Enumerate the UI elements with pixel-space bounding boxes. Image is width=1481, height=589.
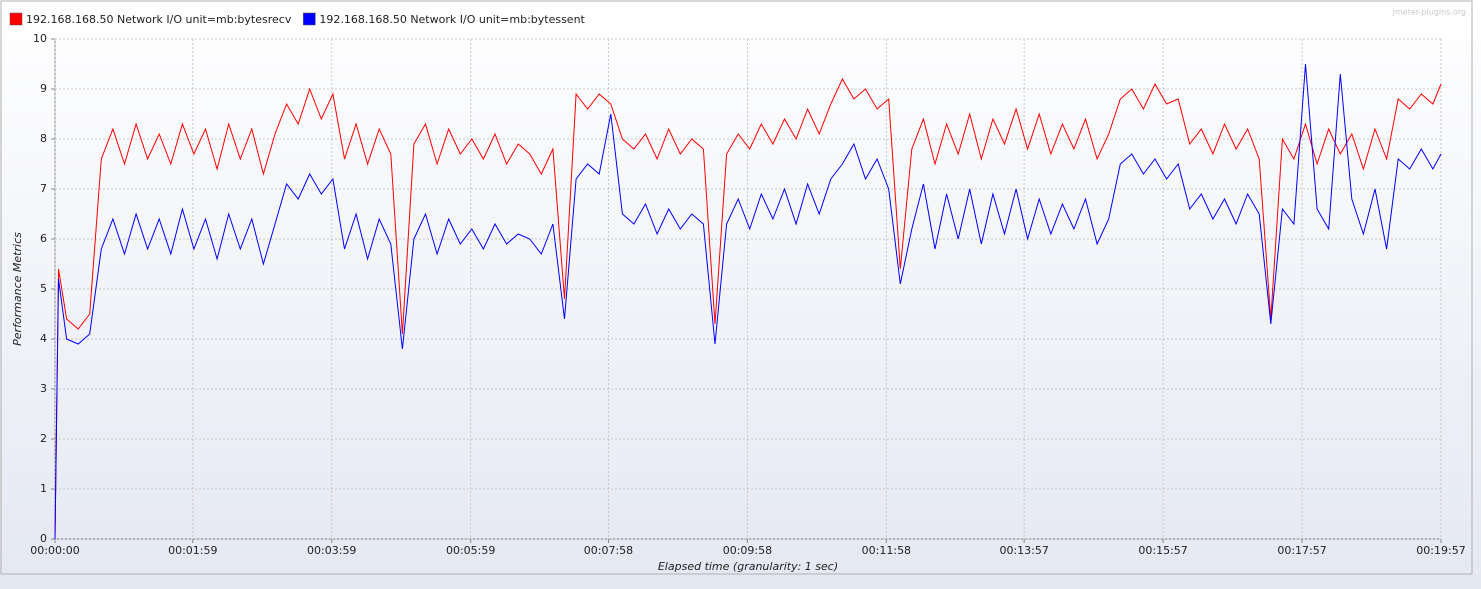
legend-label: 192.168.168.50 Network I/O unit=mb:bytes… bbox=[26, 13, 292, 26]
y-tick-label: 6 bbox=[40, 232, 47, 245]
y-tick-label: 5 bbox=[40, 282, 47, 295]
x-tick-label: 00:07:58 bbox=[584, 544, 633, 557]
y-axis-label: Performance Metrics bbox=[11, 232, 24, 346]
x-tick-label: 00:19:57 bbox=[1416, 544, 1465, 557]
legend-swatch bbox=[9, 12, 23, 26]
watermark: jmeter-plugins.org bbox=[1392, 8, 1466, 17]
legend-label: 192.168.168.50 Network I/O unit=mb:bytes… bbox=[319, 13, 585, 26]
x-tick-label: 00:15:57 bbox=[1138, 544, 1187, 557]
series-line bbox=[54, 63, 1442, 540]
x-axis-label: Elapsed time (granularity: 1 sec) bbox=[658, 560, 838, 573]
y-tick-label: 4 bbox=[40, 332, 47, 345]
y-tick-label: 9 bbox=[40, 82, 47, 95]
series-line bbox=[54, 77, 1442, 540]
x-tick-label: 00:17:57 bbox=[1277, 544, 1326, 557]
x-tick-label: 00:11:58 bbox=[862, 544, 911, 557]
x-tick-label: 00:00:00 bbox=[30, 544, 79, 557]
y-tick-label: 2 bbox=[40, 432, 47, 445]
y-tick-label: 7 bbox=[40, 182, 47, 195]
x-tick-label: 00:05:59 bbox=[446, 544, 495, 557]
y-tick-label: 8 bbox=[40, 132, 47, 145]
y-tick-label: 0 bbox=[40, 532, 47, 545]
x-tick-label: 00:13:57 bbox=[999, 544, 1048, 557]
y-tick-label: 1 bbox=[40, 482, 47, 495]
x-tick-label: 00:09:58 bbox=[723, 544, 772, 557]
legend: 192.168.168.50 Network I/O unit=mb:bytes… bbox=[9, 12, 586, 26]
y-tick-label: 3 bbox=[40, 382, 47, 395]
y-tick-label: 10 bbox=[33, 32, 47, 45]
legend-swatch bbox=[303, 12, 316, 26]
x-tick-label: 00:03:59 bbox=[307, 544, 356, 557]
x-tick-label: 00:01:59 bbox=[168, 544, 217, 557]
frame bbox=[0, 0, 1473, 575]
